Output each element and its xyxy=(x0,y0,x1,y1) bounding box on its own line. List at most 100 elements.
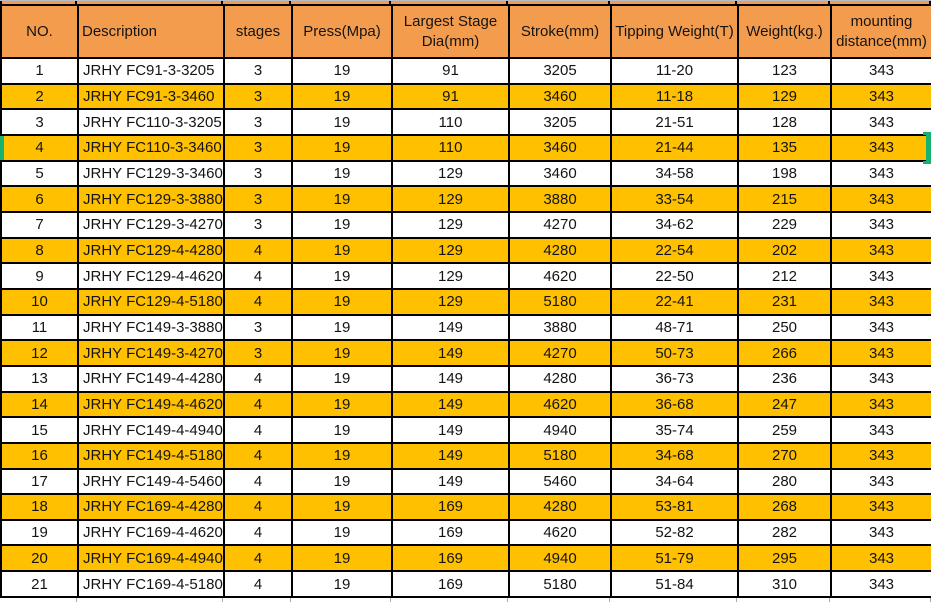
cell[interactable]: 3 xyxy=(223,185,293,213)
cell[interactable]: 3 xyxy=(223,57,293,85)
cell[interactable]: 4620 xyxy=(508,262,612,290)
cell[interactable]: 16 xyxy=(0,441,79,470)
cell[interactable]: 5460 xyxy=(508,467,612,496)
cell[interactable]: 123 xyxy=(737,57,832,85)
cell[interactable]: 169 xyxy=(391,493,510,521)
cell[interactable]: 135 xyxy=(737,133,832,162)
cell[interactable]: 91 xyxy=(391,57,510,85)
cell[interactable]: 310 xyxy=(737,570,832,598)
cell[interactable]: 4 xyxy=(223,467,293,496)
cell[interactable]: 19 xyxy=(291,57,393,85)
cell[interactable]: 110 xyxy=(391,133,510,162)
column-header-no[interactable]: NO. xyxy=(0,4,79,59)
cell[interactable]: 19 xyxy=(291,390,393,419)
cell[interactable]: 149 xyxy=(391,416,510,444)
cell[interactable]: 129 xyxy=(391,159,510,188)
cell[interactable]: 231 xyxy=(737,287,832,316)
cell[interactable]: 5180 xyxy=(508,441,612,470)
cell[interactable]: 4280 xyxy=(508,493,612,521)
cell[interactable]: 21-44 xyxy=(610,133,739,162)
cell[interactable]: 149 xyxy=(391,467,510,496)
cell[interactable]: JRHY FC149-4-4280 xyxy=(77,364,225,393)
cell[interactable]: JRHY FC169-4-4620 xyxy=(77,518,225,547)
cell[interactable]: 343 xyxy=(830,313,931,342)
cell[interactable]: 19 xyxy=(291,570,393,598)
cell[interactable]: 3 xyxy=(223,210,293,239)
cell[interactable]: JRHY FC110-3-3460 xyxy=(77,133,225,162)
cell[interactable]: 19 xyxy=(291,416,393,444)
cell[interactable]: 247 xyxy=(737,390,832,419)
cell[interactable]: 343 xyxy=(830,82,931,111)
cell[interactable]: 343 xyxy=(830,339,931,367)
cell[interactable]: 5180 xyxy=(508,287,612,316)
cell[interactable]: 3205 xyxy=(508,57,612,85)
cell[interactable]: 4 xyxy=(223,416,293,444)
cell[interactable]: 343 xyxy=(830,287,931,316)
cell[interactable]: 343 xyxy=(830,108,931,136)
cell[interactable]: 4280 xyxy=(508,364,612,393)
cell[interactable]: 3880 xyxy=(508,185,612,213)
cell[interactable]: JRHY FC169-4-4940 xyxy=(77,544,225,573)
column-header-mounting-distance-mm[interactable]: mounting distance(mm) xyxy=(830,4,931,59)
cell[interactable]: 1 xyxy=(0,57,79,85)
cell[interactable]: 3205 xyxy=(508,108,612,136)
cell[interactable]: 110 xyxy=(391,108,510,136)
cell[interactable]: 4940 xyxy=(508,416,612,444)
cell[interactable]: 11 xyxy=(0,313,79,342)
cell[interactable]: 229 xyxy=(737,210,832,239)
cell[interactable]: 4 xyxy=(223,364,293,393)
cell[interactable]: 6 xyxy=(0,185,79,213)
cell[interactable]: 343 xyxy=(830,544,931,573)
cell[interactable]: 3460 xyxy=(508,133,612,162)
cell[interactable]: JRHY FC129-3-3460 xyxy=(77,159,225,188)
cell[interactable]: 129 xyxy=(391,210,510,239)
column-header-description[interactable]: Description xyxy=(77,4,225,59)
cell[interactable]: JRHY FC110-3-3205 xyxy=(77,108,225,136)
cell[interactable]: 34-58 xyxy=(610,159,739,188)
cell[interactable]: 20 xyxy=(0,544,79,573)
cell[interactable]: 36-68 xyxy=(610,390,739,419)
cell[interactable]: 15 xyxy=(0,416,79,444)
cell[interactable]: 19 xyxy=(0,518,79,547)
cell[interactable]: 11-20 xyxy=(610,57,739,85)
cell[interactable]: 3 xyxy=(223,108,293,136)
cell[interactable]: 35-74 xyxy=(610,416,739,444)
cell[interactable]: JRHY FC91-3-3460 xyxy=(77,82,225,111)
cell[interactable]: 21 xyxy=(0,570,79,598)
cell[interactable]: 129 xyxy=(391,262,510,290)
cell[interactable]: 282 xyxy=(737,518,832,547)
cell[interactable]: 19 xyxy=(291,287,393,316)
cell[interactable]: 3880 xyxy=(508,313,612,342)
cell[interactable]: 343 xyxy=(830,518,931,547)
cell[interactable]: 149 xyxy=(391,390,510,419)
cell[interactable]: 19 xyxy=(291,159,393,188)
cell[interactable]: 236 xyxy=(737,364,832,393)
cell[interactable]: 34-64 xyxy=(610,467,739,496)
cell[interactable]: 4270 xyxy=(508,210,612,239)
cell[interactable]: 19 xyxy=(291,493,393,521)
cell[interactable]: 8 xyxy=(0,236,79,265)
cell[interactable]: JRHY FC149-4-4620 xyxy=(77,390,225,419)
cell[interactable]: JRHY FC129-3-4270 xyxy=(77,210,225,239)
cell[interactable]: 13 xyxy=(0,364,79,393)
cell[interactable]: 19 xyxy=(291,262,393,290)
cell[interactable]: 19 xyxy=(291,467,393,496)
cell[interactable]: 19 xyxy=(291,133,393,162)
cell[interactable]: 212 xyxy=(737,262,832,290)
column-header-stages[interactable]: stages xyxy=(223,4,293,59)
cell[interactable]: 19 xyxy=(291,544,393,573)
cell[interactable]: 3 xyxy=(223,133,293,162)
cell[interactable]: JRHY FC169-4-5180 xyxy=(77,570,225,598)
cell[interactable]: 280 xyxy=(737,467,832,496)
cell[interactable]: 343 xyxy=(830,390,931,419)
cell[interactable]: 343 xyxy=(830,441,931,470)
cell[interactable]: 343 xyxy=(830,185,931,213)
cell[interactable]: 3460 xyxy=(508,159,612,188)
cell[interactable]: 149 xyxy=(391,364,510,393)
column-header-largest-stage-dia-mm[interactable]: Largest Stage Dia(mm) xyxy=(391,4,510,59)
cell[interactable]: 149 xyxy=(391,313,510,342)
cell[interactable]: 52-82 xyxy=(610,518,739,547)
cell[interactable]: 4620 xyxy=(508,390,612,419)
cell[interactable]: 51-84 xyxy=(610,570,739,598)
column-header-stroke-mm[interactable]: Stroke(mm) xyxy=(508,4,612,59)
